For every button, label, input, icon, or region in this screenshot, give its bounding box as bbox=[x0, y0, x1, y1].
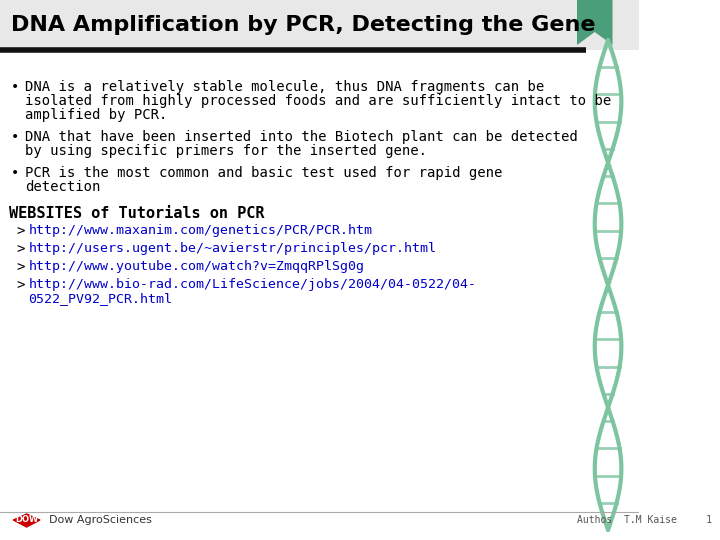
Text: WEBSITES of Tutorials on PCR: WEBSITES of Tutorials on PCR bbox=[9, 206, 264, 221]
Text: Authos  T.M Kaise     1: Authos T.M Kaise 1 bbox=[577, 515, 712, 525]
Text: http://www.maxanim.com/genetics/PCR/PCR.htm: http://www.maxanim.com/genetics/PCR/PCR.… bbox=[28, 224, 372, 237]
Text: DOW: DOW bbox=[15, 516, 38, 524]
Text: http://users.ugent.be/~avierstr/principles/pcr.html: http://users.ugent.be/~avierstr/principl… bbox=[28, 242, 436, 255]
Text: Dow AgroSciences: Dow AgroSciences bbox=[49, 515, 152, 525]
Polygon shape bbox=[13, 514, 40, 527]
Text: detection: detection bbox=[25, 180, 100, 194]
Text: •: • bbox=[11, 166, 19, 180]
Text: http://www.bio-rad.com/LifeScience/jobs/2004/04-0522/04-: http://www.bio-rad.com/LifeScience/jobs/… bbox=[28, 278, 477, 291]
Text: DNA that have been inserted into the Biotech plant can be detected: DNA that have been inserted into the Bio… bbox=[25, 130, 577, 144]
Text: PCR is the most common and basic test used for rapid gene: PCR is the most common and basic test us… bbox=[25, 166, 503, 180]
Text: DNA Amplification by PCR, Detecting the Gene: DNA Amplification by PCR, Detecting the … bbox=[11, 15, 595, 35]
Text: >: > bbox=[16, 224, 24, 238]
Text: •: • bbox=[11, 80, 19, 94]
Text: >: > bbox=[16, 260, 24, 274]
Text: http://www.youtube.com/watch?v=ZmqqRPlSg0g: http://www.youtube.com/watch?v=ZmqqRPlSg… bbox=[28, 260, 364, 273]
Text: isolated from highly processed foods and are sufficiently intact to be: isolated from highly processed foods and… bbox=[25, 94, 611, 108]
FancyBboxPatch shape bbox=[0, 0, 639, 50]
Text: 0522_PV92_PCR.html: 0522_PV92_PCR.html bbox=[28, 292, 172, 305]
Text: by using specific primers for the inserted gene.: by using specific primers for the insert… bbox=[25, 144, 427, 158]
Polygon shape bbox=[577, 0, 613, 45]
Text: •: • bbox=[11, 130, 19, 144]
Text: DNA is a relatively stable molecule, thus DNA fragments can be: DNA is a relatively stable molecule, thu… bbox=[25, 80, 544, 94]
Text: >: > bbox=[16, 242, 24, 256]
Text: amplified by PCR.: amplified by PCR. bbox=[25, 108, 167, 122]
Text: >: > bbox=[16, 278, 24, 292]
